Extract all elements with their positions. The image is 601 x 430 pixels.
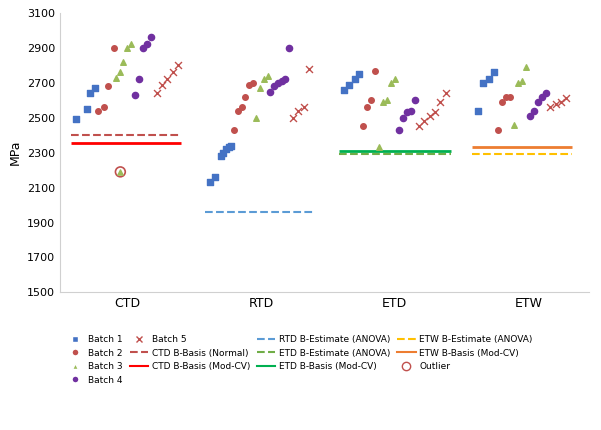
Point (224, 144, 234, 151)
Point (382, 97, 392, 104)
Point (210, 174, 220, 181)
Point (100, 104, 109, 111)
Point (354, 71, 364, 77)
Point (394, 126, 404, 133)
Point (350, 76, 359, 83)
Point (90, 85, 100, 92)
Point (103, 83, 113, 90)
Point (233, 108, 243, 114)
Point (378, 98, 388, 105)
Point (288, 114, 298, 121)
Point (419, 118, 429, 125)
Point (436, 98, 445, 105)
Point (386, 80, 395, 86)
Point (358, 123, 367, 130)
Y-axis label: MPa: MPa (8, 140, 22, 166)
Point (493, 126, 503, 133)
Point (240, 93, 249, 100)
Point (227, 142, 236, 149)
Point (251, 114, 260, 121)
Point (366, 97, 376, 104)
Point (441, 90, 451, 97)
Point (478, 80, 488, 86)
Point (430, 109, 440, 116)
Point (414, 123, 424, 130)
Point (484, 76, 493, 83)
Point (266, 88, 275, 95)
Point (402, 109, 412, 116)
Point (497, 98, 507, 105)
Point (533, 98, 543, 105)
Point (501, 93, 511, 100)
Point (284, 44, 294, 51)
Point (151, 90, 161, 97)
Point (269, 83, 279, 90)
Point (255, 85, 264, 92)
Point (126, 41, 136, 48)
Point (304, 65, 314, 72)
Point (529, 108, 539, 114)
Point (109, 44, 118, 51)
Point (230, 126, 239, 133)
Point (72, 116, 81, 123)
Point (122, 44, 132, 51)
Point (115, 169, 125, 175)
Point (280, 76, 290, 83)
Point (425, 113, 435, 120)
Point (299, 104, 308, 111)
Point (168, 69, 177, 76)
Point (473, 108, 483, 114)
Point (112, 74, 121, 81)
Point (259, 76, 269, 83)
Point (278, 77, 287, 84)
Point (339, 86, 349, 93)
Point (542, 90, 551, 97)
Point (157, 81, 166, 88)
Point (130, 92, 140, 98)
Point (509, 121, 519, 128)
Point (118, 58, 128, 65)
Point (398, 114, 407, 121)
Point (525, 113, 535, 120)
Point (162, 76, 172, 83)
Point (521, 64, 531, 71)
Point (85, 90, 94, 97)
Point (410, 97, 419, 104)
Point (505, 93, 515, 100)
Point (244, 81, 254, 88)
Point (206, 179, 215, 186)
Point (221, 146, 231, 153)
Point (537, 93, 547, 100)
Point (489, 69, 499, 76)
Point (115, 169, 125, 175)
Point (82, 105, 92, 112)
Point (219, 149, 228, 156)
Point (146, 34, 156, 41)
Point (344, 81, 354, 88)
Point (237, 104, 247, 111)
Point (370, 67, 380, 74)
Point (115, 69, 125, 76)
Point (374, 144, 383, 151)
Legend: Batch 1, Batch 2, Batch 3, Batch 4, Batch 5, CTD B-Basis (Normal), CTD B-Basis (: Batch 1, Batch 2, Batch 3, Batch 4, Batc… (65, 333, 534, 387)
Point (390, 76, 400, 83)
Point (248, 80, 258, 86)
Point (556, 98, 566, 105)
Point (517, 77, 527, 84)
Point (561, 95, 571, 102)
Point (263, 72, 272, 79)
Point (216, 153, 225, 160)
Point (513, 80, 523, 86)
Point (93, 108, 102, 114)
Point (406, 108, 416, 114)
Point (362, 104, 371, 111)
Point (551, 100, 560, 107)
Point (173, 62, 183, 69)
Point (138, 44, 148, 51)
Point (134, 76, 144, 83)
Point (294, 108, 304, 114)
Point (545, 104, 555, 111)
Point (273, 80, 283, 86)
Point (142, 41, 152, 48)
